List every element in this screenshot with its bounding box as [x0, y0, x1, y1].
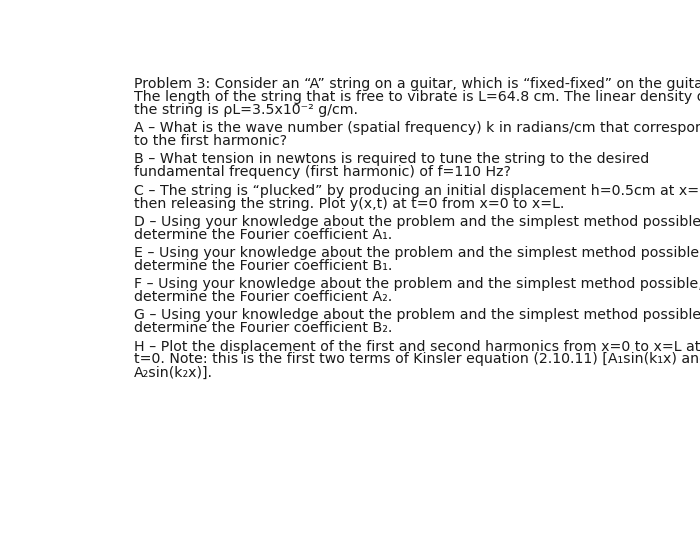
- Text: then releasing the string. Plot y(x,t) at t=0 from x=0 to x=L.: then releasing the string. Plot y(x,t) a…: [134, 197, 564, 211]
- Text: F – Using your knowledge about the problem and the simplest method possible,: F – Using your knowledge about the probl…: [134, 277, 700, 291]
- Text: B – What tension in newtons is required to tune the string to the desired: B – What tension in newtons is required …: [134, 152, 649, 166]
- Text: t=0. Note: this is the first two terms of Kinsler equation (2.10.11) [A₁sin(k₁x): t=0. Note: this is the first two terms o…: [134, 352, 700, 367]
- Text: D – Using your knowledge about the problem and the simplest method possible,: D – Using your knowledge about the probl…: [134, 215, 700, 229]
- Text: C – The string is “plucked” by producing an initial displacement h=0.5cm at x=L/: C – The string is “plucked” by producing…: [134, 183, 700, 198]
- Text: determine the Fourier coefficient B₁.: determine the Fourier coefficient B₁.: [134, 259, 392, 273]
- Text: the string is ρL=3.5x10⁻² g/cm.: the string is ρL=3.5x10⁻² g/cm.: [134, 103, 358, 117]
- Text: to the first harmonic?: to the first harmonic?: [134, 134, 287, 148]
- Text: determine the Fourier coefficient A₂.: determine the Fourier coefficient A₂.: [134, 290, 392, 304]
- Text: The length of the string that is free to vibrate is L=64.8 cm. The linear densit: The length of the string that is free to…: [134, 90, 700, 104]
- Text: fundamental frequency (first harmonic) of f=110 Hz?: fundamental frequency (first harmonic) o…: [134, 165, 510, 179]
- Text: E – Using your knowledge about the problem and the simplest method possible,: E – Using your knowledge about the probl…: [134, 246, 700, 260]
- Text: Problem 3: Consider an “A” string on a guitar, which is “fixed-fixed” on the gui: Problem 3: Consider an “A” string on a g…: [134, 77, 700, 91]
- Text: H – Plot the displacement of the first and second harmonics from x=0 to x=L at: H – Plot the displacement of the first a…: [134, 340, 700, 353]
- Text: A – What is the wave number (spatial frequency) k in radians/cm that corresponds: A – What is the wave number (spatial fre…: [134, 121, 700, 135]
- Text: A₂sin(k₂x)].: A₂sin(k₂x)].: [134, 366, 213, 379]
- Text: determine the Fourier coefficient B₂.: determine the Fourier coefficient B₂.: [134, 321, 392, 335]
- Text: G – Using your knowledge about the problem and the simplest method possible,: G – Using your knowledge about the probl…: [134, 309, 700, 322]
- Text: determine the Fourier coefficient A₁.: determine the Fourier coefficient A₁.: [134, 228, 392, 241]
